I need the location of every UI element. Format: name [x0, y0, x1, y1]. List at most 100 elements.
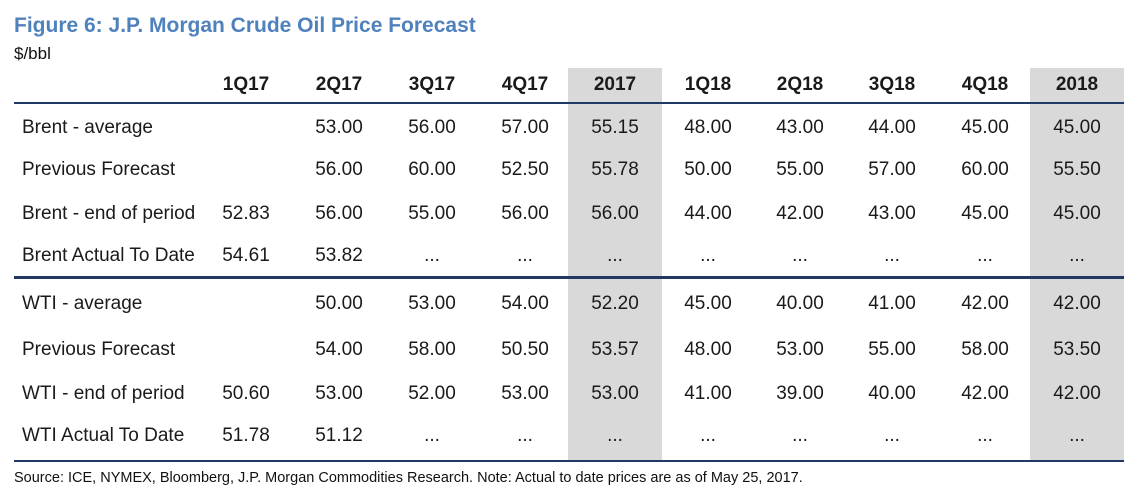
table-cell: 51.78 — [222, 425, 270, 446]
figure-title: Figure 6: J.P. Morgan Crude Oil Price Fo… — [14, 14, 476, 37]
table-cell: 52.83 — [222, 203, 270, 224]
table-row: WTI - average 50.00 53.00 54.00 52.20 45.00 40… — [14, 284, 1124, 324]
column-header: 2017 — [593, 74, 637, 95]
table-row: Brent - end of period 52.83 56.00 55.00 56.0… — [14, 194, 1124, 234]
table-cell — [199, 150, 293, 190]
table-cell: 45.00 — [961, 117, 1009, 138]
table-row: WTI Actual To Date 51.78 51.12............… — [14, 416, 1124, 456]
table-cell: 40.00 — [868, 383, 916, 404]
table-cell: 51.12 — [315, 425, 363, 446]
column-header: 2018 — [1055, 74, 1099, 95]
table-cell: ... — [792, 245, 808, 266]
table-cell: 53.00 — [408, 293, 456, 314]
column-header: 1Q17 — [222, 74, 270, 95]
table-cell: 50.50 — [501, 339, 549, 360]
shaded-column-2017 — [568, 68, 662, 460]
table-cell: 55.15 — [591, 117, 639, 138]
table-cell: 56.00 — [315, 203, 363, 224]
column-header: 4Q18 — [961, 74, 1009, 95]
column-header: 1Q18 — [684, 74, 732, 95]
table-cell: ... — [884, 425, 900, 446]
table-cell: 55.50 — [1053, 159, 1101, 180]
table-cell: 41.00 — [868, 293, 916, 314]
column-header: 3Q18 — [868, 74, 916, 95]
table-cell — [199, 330, 293, 370]
table-cell: 48.00 — [684, 339, 732, 360]
column-header: 4Q17 — [501, 74, 549, 95]
column-header: 2Q17 — [315, 74, 363, 95]
table-row: Previous Forecast 54.00 58.00 50.50 53.57 48.… — [14, 330, 1124, 370]
table-cell: 44.00 — [868, 117, 916, 138]
table-cell: 45.00 — [684, 293, 732, 314]
table-cell: 60.00 — [408, 159, 456, 180]
column-header: 2Q18 — [776, 74, 824, 95]
table-cell: ... — [977, 245, 993, 266]
table-cell: 52.50 — [501, 159, 549, 180]
table-cell: 56.00 — [315, 159, 363, 180]
table-cell: 60.00 — [961, 159, 1009, 180]
table-row: Brent Actual To Date 54.61 53.82..........… — [14, 236, 1124, 276]
row-label: WTI - end of period — [22, 383, 185, 404]
table-cell: 50.00 — [315, 293, 363, 314]
table-cell: ... — [607, 245, 623, 266]
table-cell: 57.00 — [868, 159, 916, 180]
table-cell: 54.00 — [315, 339, 363, 360]
table-cell: 43.00 — [776, 117, 824, 138]
table-row: Previous Forecast 56.00 60.00 52.50 55.78 50.… — [14, 150, 1124, 190]
table-cell — [199, 108, 293, 148]
table-cell: 53.00 — [315, 117, 363, 138]
table-cell: 54.00 — [501, 293, 549, 314]
table-cell: 42.00 — [961, 293, 1009, 314]
table-cell — [199, 284, 293, 324]
group-divider-rule — [14, 276, 1124, 279]
table-cell: 55.00 — [408, 203, 456, 224]
table-cell: ... — [884, 245, 900, 266]
header-row: 1Q17 2Q17 3Q17 4Q17 2017 1Q18 2Q18 3Q18 4Q18 2018 — [14, 68, 1124, 102]
table-cell: 53.82 — [315, 245, 363, 266]
table-cell: ... — [517, 245, 533, 266]
table-cell: ... — [700, 245, 716, 266]
table-cell: 55.00 — [868, 339, 916, 360]
table-cell: 53.00 — [315, 383, 363, 404]
table-cell: 45.00 — [1053, 117, 1101, 138]
table-cell: 45.00 — [961, 203, 1009, 224]
table-cell: 58.00 — [961, 339, 1009, 360]
table-cell: 42.00 — [776, 203, 824, 224]
row-label: Brent - end of period — [22, 203, 196, 224]
bottom-rule — [14, 460, 1124, 462]
table-cell: 39.00 — [776, 383, 824, 404]
table-row: WTI - end of period 50.60 53.00 52.00 53.00 5… — [14, 374, 1124, 414]
column-header: 3Q17 — [408, 74, 456, 95]
row-label: WTI Actual To Date — [22, 425, 185, 446]
table-cell: ... — [517, 425, 533, 446]
table-cell: 43.00 — [868, 203, 916, 224]
table-cell: ... — [607, 425, 623, 446]
table-cell: 45.00 — [1053, 203, 1101, 224]
table-cell: 50.00 — [684, 159, 732, 180]
table-cell: 53.00 — [776, 339, 824, 360]
table-cell: 56.00 — [501, 203, 549, 224]
table-cell: 55.00 — [776, 159, 824, 180]
table-cell: ... — [700, 425, 716, 446]
table-cell: 52.00 — [408, 383, 456, 404]
table-cell: 53.50 — [1053, 339, 1101, 360]
row-label: Brent Actual To Date — [22, 245, 195, 266]
table-cell: 50.60 — [222, 383, 270, 404]
table-cell: ... — [792, 425, 808, 446]
source-note: Source: ICE, NYMEX, Bloomberg, J.P. Morg… — [14, 470, 803, 486]
table-cell: ... — [424, 245, 440, 266]
table-cell: 41.00 — [684, 383, 732, 404]
table-cell: 56.00 — [408, 117, 456, 138]
table-cell: 53.57 — [591, 339, 639, 360]
table-cell: ... — [424, 425, 440, 446]
table-cell: 55.78 — [591, 159, 639, 180]
header-rule — [14, 102, 1124, 104]
table-cell: 48.00 — [684, 117, 732, 138]
table-cell: 53.00 — [591, 383, 639, 404]
row-label: Previous Forecast — [22, 339, 176, 360]
table-cell: 53.00 — [501, 383, 549, 404]
row-label: Brent - average — [22, 117, 153, 138]
table-row: Brent - average 53.00 56.00 57.00 55.15 48.00… — [14, 108, 1124, 148]
row-label: Previous Forecast — [22, 159, 176, 180]
table-cell: ... — [977, 425, 993, 446]
